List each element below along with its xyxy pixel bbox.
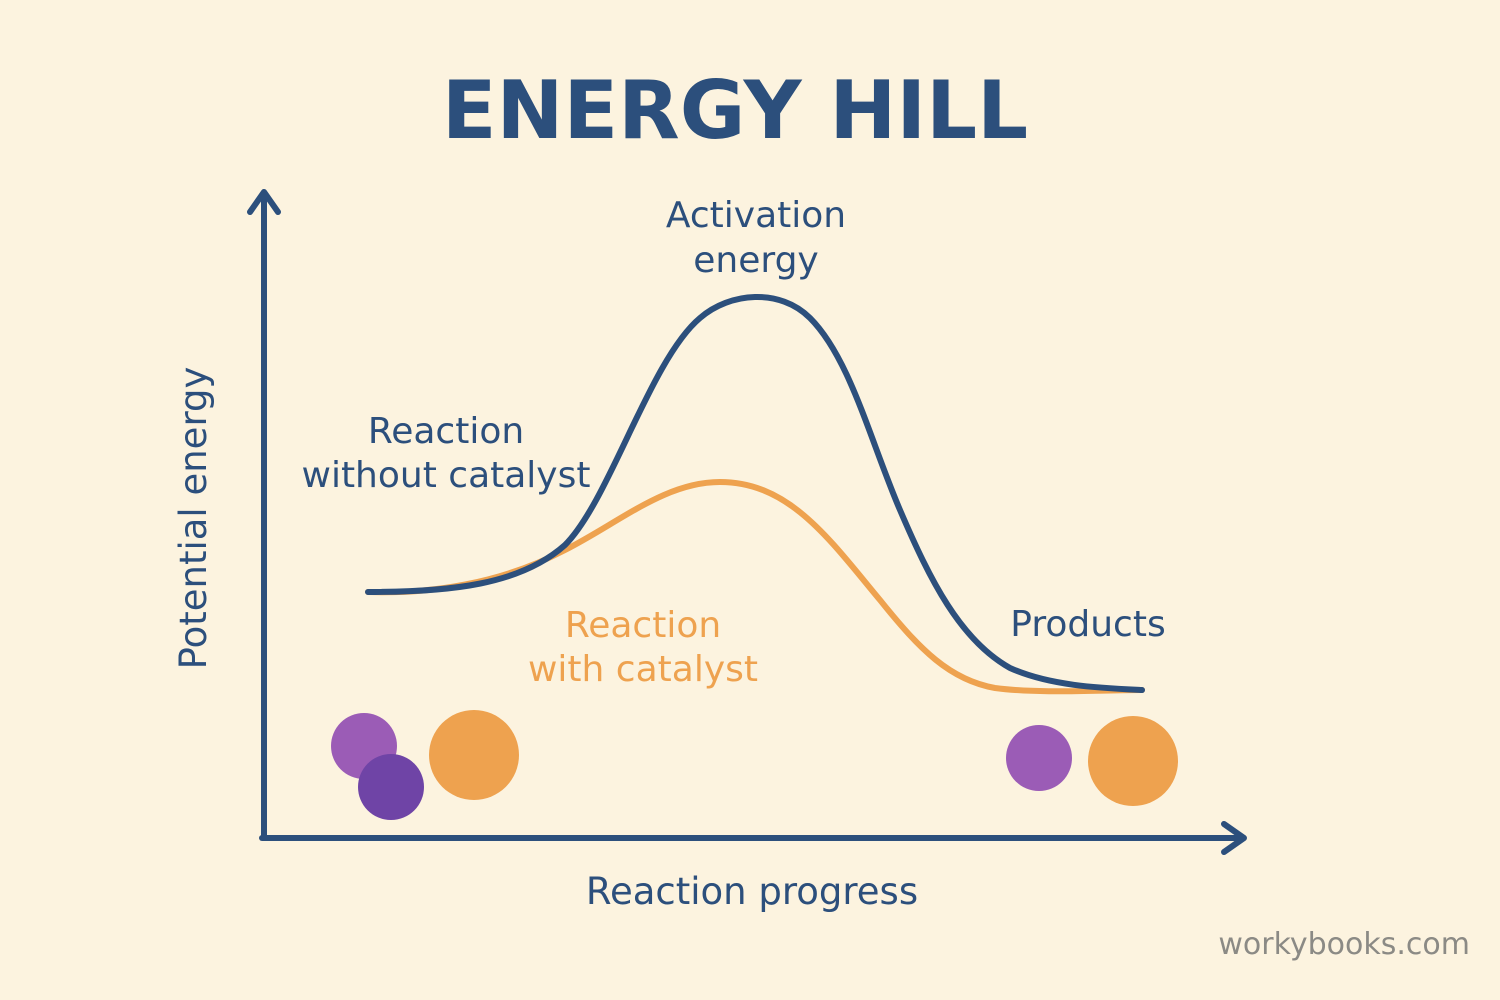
dark-purple-molecule bbox=[358, 754, 424, 820]
watermark: workybooks.com bbox=[1218, 927, 1470, 962]
reactant-molecules bbox=[331, 710, 519, 820]
purple-molecule bbox=[1006, 725, 1072, 791]
activation-energy-label-line2: energy bbox=[693, 240, 818, 281]
y-axis-label: Potential energy bbox=[172, 367, 215, 670]
orange-molecule bbox=[1088, 716, 1178, 806]
y-axis-arrowhead bbox=[247, 189, 281, 215]
without-catalyst-curve bbox=[365, 294, 1145, 693]
with-catalyst-label-line1: Reaction bbox=[565, 605, 721, 646]
orange-molecule bbox=[429, 710, 519, 800]
activation-energy-label-line1: Activation bbox=[666, 195, 846, 236]
x-axis-label: Reaction progress bbox=[586, 870, 918, 913]
without-catalyst-label-line1: Reaction bbox=[368, 411, 524, 452]
products-label: Products bbox=[1010, 604, 1165, 645]
without-catalyst-label-line2: without catalyst bbox=[302, 455, 591, 496]
with-catalyst-label-line2: with catalyst bbox=[528, 649, 758, 690]
diagram-title: ENERGY HILL bbox=[442, 64, 1028, 157]
axes bbox=[247, 189, 1247, 855]
product-molecules bbox=[1006, 716, 1178, 806]
x-axis-arrowhead bbox=[1221, 821, 1247, 855]
